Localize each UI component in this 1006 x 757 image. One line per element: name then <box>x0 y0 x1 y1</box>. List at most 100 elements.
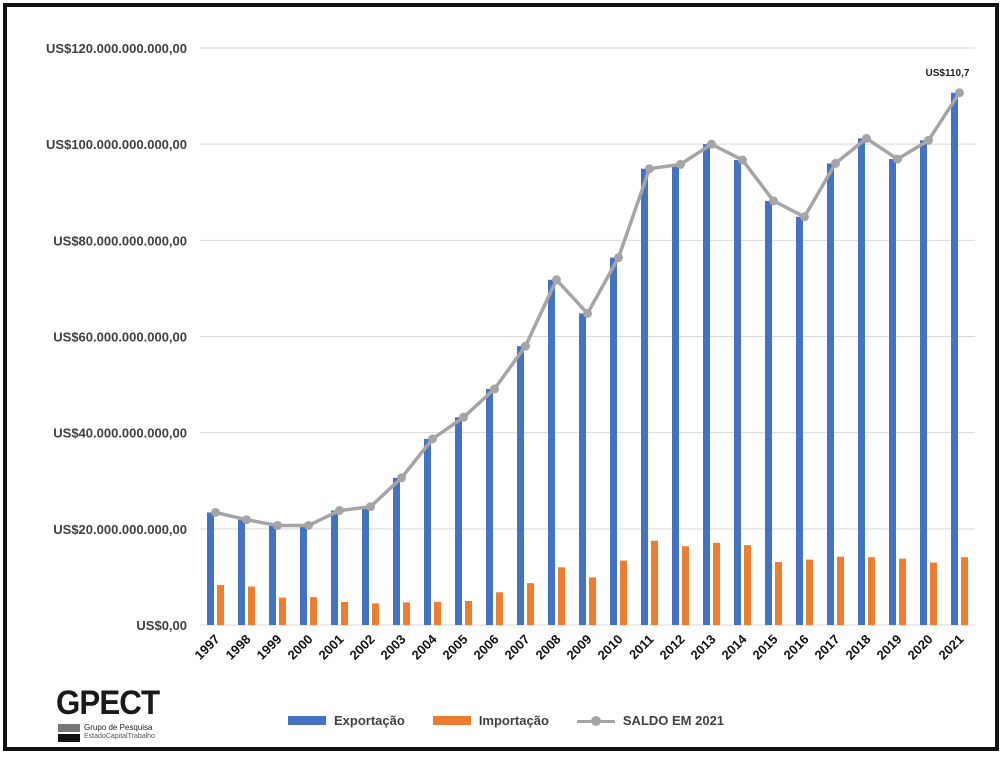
bar-exportacao <box>424 438 431 625</box>
bar-importacao <box>248 586 255 625</box>
y-tick-label: US$100.000.000.000,00 <box>46 137 187 152</box>
bar-importacao <box>558 567 565 625</box>
logo-block-gray <box>58 724 80 732</box>
x-tick-label: 2006 <box>471 632 502 663</box>
x-tick-label: 2015 <box>750 632 781 663</box>
logo-wordmark: GPECT <box>56 684 160 722</box>
bar-exportacao <box>858 138 865 625</box>
chart-legend: Exportação Importação SALDO EM 2021 <box>288 713 724 728</box>
x-tick-label: 2002 <box>347 632 378 663</box>
y-tick-label: US$80.000.000.000,00 <box>53 233 187 248</box>
x-tick-label: 2020 <box>905 632 936 663</box>
bar-importacao <box>310 597 317 625</box>
x-tick-label: 2013 <box>688 632 719 663</box>
point-saldo <box>273 520 282 530</box>
bar-exportacao <box>703 144 710 625</box>
bar-importacao <box>279 597 286 625</box>
legend-item-importacao: Importação <box>432 713 549 728</box>
bar-exportacao <box>641 168 648 626</box>
point-saldo <box>242 515 251 525</box>
point-saldo <box>428 434 437 444</box>
logo-subtitle-1: Grupo de Pesquisa <box>84 723 153 732</box>
point-saldo <box>769 196 778 206</box>
bar-exportacao <box>796 216 803 625</box>
point-saldo <box>335 506 344 516</box>
x-tick-label: 2007 <box>502 632 533 663</box>
bar-importacao <box>713 542 720 625</box>
point-saldo <box>521 341 530 351</box>
bar-exportacao <box>610 257 617 625</box>
y-tick-label: US$60.000.000.000,00 <box>53 330 187 345</box>
x-tick-label: 2017 <box>812 632 843 663</box>
point-saldo <box>459 412 468 422</box>
legend-swatch-exportacao <box>288 716 326 725</box>
x-tick-label: 2009 <box>564 632 595 663</box>
bar-exportacao <box>548 279 555 625</box>
bar-exportacao <box>517 346 524 625</box>
legend-label-saldo: SALDO EM 2021 <box>622 713 725 728</box>
x-tick-label: 2008 <box>533 632 564 663</box>
x-tick-label: 2014 <box>719 631 751 663</box>
bar-importacao <box>465 600 472 625</box>
legend-item-saldo: SALDO EM 2021 <box>576 713 725 728</box>
bar-importacao <box>341 601 348 625</box>
legend-label-exportacao: Exportação <box>334 713 405 728</box>
point-saldo <box>397 473 406 483</box>
point-saldo <box>304 520 313 530</box>
y-tick-label: US$0,00 <box>136 618 187 633</box>
point-saldo <box>645 164 654 174</box>
x-tick-label: 2001 <box>316 632 347 663</box>
legend-label-importacao: Importação <box>478 713 549 728</box>
bar-importacao <box>930 562 937 625</box>
bar-exportacao <box>393 477 400 625</box>
legend-item-exportacao: Exportação <box>288 713 405 728</box>
x-tick-label: 2011 <box>626 632 657 663</box>
data-label-2021: US$110,7 <box>926 68 970 79</box>
x-tick-label: 2019 <box>874 632 905 663</box>
y-tick-label: US$20.000.000.000,00 <box>53 522 187 537</box>
bar-importacao <box>806 559 813 625</box>
bar-exportacao <box>362 506 369 625</box>
point-saldo <box>800 212 809 222</box>
point-saldo <box>893 154 902 164</box>
bar-importacao <box>434 601 441 625</box>
bar-exportacao <box>238 519 245 625</box>
x-tick-label: 2016 <box>781 632 812 663</box>
gpect-logo: GPECT Grupo de Pesquisa EstadoCapitalTra… <box>54 686 164 744</box>
legend-swatch-importacao <box>432 716 471 725</box>
bar-importacao <box>496 592 503 625</box>
bar-exportacao <box>889 159 896 625</box>
bar-importacao <box>899 558 906 625</box>
x-tick-label: 1998 <box>223 632 254 663</box>
x-tick-label: 2021 <box>936 632 967 663</box>
bar-importacao <box>372 603 379 625</box>
bar-exportacao <box>827 163 834 625</box>
bar-exportacao <box>920 140 927 625</box>
bar-exportacao <box>765 200 772 625</box>
bar-importacao <box>217 585 224 625</box>
bar-importacao <box>527 583 534 625</box>
bar-exportacao <box>455 417 462 625</box>
bar-importacao <box>620 560 627 625</box>
point-saldo <box>862 133 871 143</box>
bar-exportacao <box>486 388 493 625</box>
bar-exportacao <box>579 313 586 625</box>
bar-importacao <box>403 602 410 625</box>
bar-importacao <box>651 540 658 625</box>
bar-importacao <box>961 557 968 625</box>
x-tick-label: 2000 <box>285 632 316 663</box>
bar-importacao <box>775 562 782 625</box>
x-tick-label: 1997 <box>192 632 223 663</box>
x-tick-label: 2005 <box>440 632 471 663</box>
bar-exportacao <box>331 510 338 625</box>
point-saldo <box>955 88 964 98</box>
bar-exportacao <box>951 92 958 625</box>
point-saldo <box>552 275 561 285</box>
point-saldo <box>366 502 375 512</box>
bar-importacao <box>837 556 844 625</box>
y-tick-label: US$40.000.000.000,00 <box>53 426 187 441</box>
x-tick-label: 2003 <box>378 632 409 663</box>
bar-importacao <box>682 546 689 625</box>
bar-exportacao <box>672 164 679 625</box>
